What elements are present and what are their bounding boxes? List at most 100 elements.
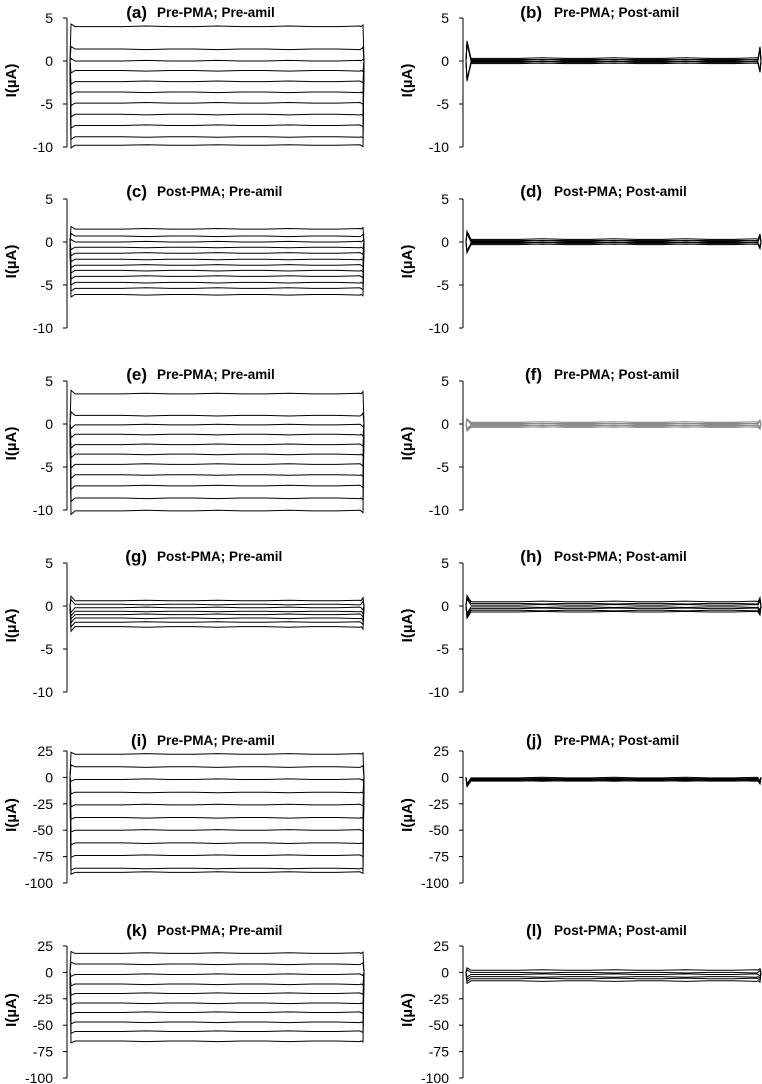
panel-k-trace xyxy=(69,950,365,973)
panel-f-trace xyxy=(465,417,762,425)
panel-k-letter: (k) xyxy=(126,921,147,940)
panel-f-ylabel: I(µA) xyxy=(399,427,416,461)
panel-g-trace xyxy=(69,605,365,617)
panel-f-trace xyxy=(465,419,762,425)
panel-c-trace xyxy=(69,241,365,280)
panel-h-trace xyxy=(465,605,762,620)
panel-k-ylabel: I(µA) xyxy=(3,993,20,1027)
panel-j-ytick-label: -75 xyxy=(429,849,449,865)
panel-c-trace xyxy=(69,225,365,243)
panel-a-ytick-label: 0 xyxy=(45,53,53,69)
panel-k-trace xyxy=(69,972,365,1035)
panel-i-ytick-label: -50 xyxy=(33,822,53,838)
panel-h-ytick-label: 5 xyxy=(441,555,449,571)
panel-j-ytick-label: -50 xyxy=(429,822,449,838)
panel-h-trace xyxy=(465,605,762,617)
panel-l-ytick-label: -75 xyxy=(429,1044,449,1060)
panel-k-trace xyxy=(69,972,365,1044)
panel-f-title: Pre-PMA; Post-amil xyxy=(554,367,679,382)
panel-i-trace xyxy=(69,777,365,795)
panel-i-ytick-label: 25 xyxy=(37,743,53,759)
panel-d-ytick-label: 0 xyxy=(441,234,449,250)
panel-e-trace xyxy=(69,423,365,516)
panel-d-ytick-label: -10 xyxy=(429,320,449,336)
panel-h-title: Post-PMA; Post-amil xyxy=(554,549,687,564)
panel-l-trace xyxy=(465,972,762,978)
panel-j-ytick-label: -25 xyxy=(429,796,449,812)
panel-i-trace xyxy=(69,764,365,778)
panel-a-ytick-label: -10 xyxy=(33,139,53,155)
panel-h-trace xyxy=(465,597,762,607)
panel-g-trace xyxy=(69,605,365,629)
panel-b-trace xyxy=(465,60,762,82)
panel-l-trace xyxy=(465,969,762,974)
panel-k-title: Post-PMA; Pre-amil xyxy=(157,923,282,938)
panel-g-trace xyxy=(69,605,365,633)
panel-e-ytick-label: -5 xyxy=(41,459,54,475)
panel-f-ytick-label: 5 xyxy=(441,373,449,389)
panel-f-ytick-label: -5 xyxy=(437,459,450,475)
panel-j-trace xyxy=(465,777,762,788)
panel-c-ytick-label: -10 xyxy=(33,320,53,336)
panel-a-trace xyxy=(69,60,365,118)
panel-b-ytick-label: -10 xyxy=(429,139,449,155)
panel-c-letter: (c) xyxy=(126,182,147,201)
panel-f-letter: (f) xyxy=(525,365,542,384)
panel-c-title: Post-PMA; Pre-amil xyxy=(157,184,282,199)
panel-e-trace xyxy=(69,423,365,459)
panel-d-trace xyxy=(465,229,762,243)
panel-k-trace xyxy=(69,972,365,1006)
panel-h-letter: (h) xyxy=(520,547,542,566)
panel-l-title: Post-PMA; Post-amil xyxy=(554,923,687,938)
panel-e-ytick-label: -10 xyxy=(33,502,53,518)
panel-l-trace xyxy=(465,966,762,973)
panel-f-trace xyxy=(465,423,762,431)
panel-i-ylabel: I(µA) xyxy=(3,798,20,832)
panel-l-ytick-label: 0 xyxy=(441,964,449,980)
panel-g-ytick-label: 0 xyxy=(45,598,53,614)
panel-g-ytick-label: 5 xyxy=(45,555,53,571)
panel-a-trace xyxy=(69,60,365,130)
panel-a-title: Pre-PMA; Pre-amil xyxy=(157,5,275,20)
panel-h-trace xyxy=(465,595,762,607)
panel-a-trace xyxy=(69,60,365,107)
panel-i-trace xyxy=(69,777,365,821)
panel-e-trace xyxy=(69,423,365,450)
panel-i-ytick-label: -100 xyxy=(25,875,53,891)
panel-a-trace xyxy=(69,23,365,62)
panel-k-ytick-label: -25 xyxy=(33,991,53,1007)
panel-h-ytick-label: -5 xyxy=(437,641,450,657)
panel-j-trace xyxy=(465,777,762,789)
panel-l-ytick-label: -100 xyxy=(421,1070,449,1084)
panel-j-ytick-label: -100 xyxy=(421,875,449,891)
panel-k-trace xyxy=(69,972,365,1016)
panel-k-trace xyxy=(69,972,365,997)
panel-i-title: Pre-PMA; Pre-amil xyxy=(157,733,275,748)
panel-c-ytick-label: 5 xyxy=(45,191,53,207)
panel-l-trace xyxy=(465,972,762,983)
panel-c-ylabel: I(µA) xyxy=(3,245,20,279)
panel-d-letter: (d) xyxy=(520,182,542,201)
panel-i-trace xyxy=(69,777,365,871)
panel-h-ytick-label: 0 xyxy=(441,598,449,614)
panel-e-title: Pre-PMA; Pre-amil xyxy=(157,367,275,382)
panel-e-trace xyxy=(69,423,365,503)
panel-g-trace xyxy=(69,605,365,614)
panel-l-ytick-label: -50 xyxy=(429,1017,449,1033)
panel-i-trace xyxy=(69,777,365,846)
panel-l-trace xyxy=(465,972,762,985)
